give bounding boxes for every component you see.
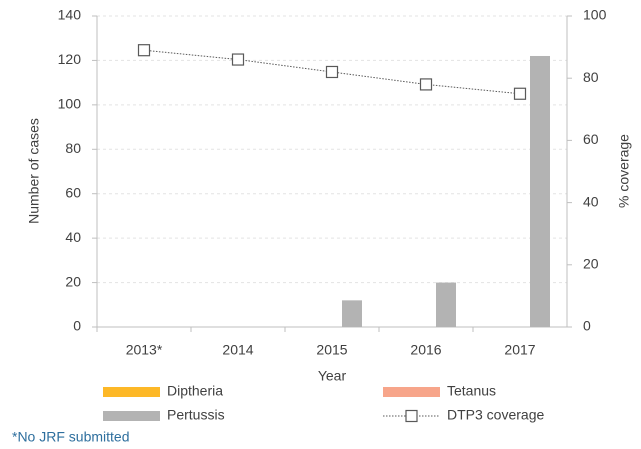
y-tick-label: 20 [65, 273, 81, 289]
bar [436, 282, 456, 327]
y-tick-label: 40 [65, 229, 81, 245]
y2-tick-label: 100 [583, 7, 607, 23]
legend-swatch [103, 387, 160, 397]
y-tick-label: 60 [65, 184, 81, 200]
y-tick-label: 0 [73, 318, 81, 334]
legend-swatch [103, 411, 160, 421]
x-tick-label: 2015 [316, 342, 347, 358]
legend-swatch [383, 387, 440, 397]
y-tick-label: 120 [58, 51, 82, 67]
marker [513, 87, 527, 100]
y-tick-label: 140 [58, 7, 82, 23]
x-tick-label: 2014 [222, 342, 253, 358]
legend-label: Diptheria [167, 383, 223, 399]
x-tick-label: 2017 [504, 342, 535, 358]
y2-tick-label: 80 [583, 69, 599, 85]
y2-tick-label: 40 [583, 193, 599, 209]
legend-label: Tetanus [447, 383, 496, 399]
legend-marker [405, 409, 418, 423]
y2-axis-label: % coverage [616, 134, 632, 208]
x-axis-label: Year [318, 368, 347, 384]
y2-tick-label: 60 [583, 131, 599, 147]
bar [530, 55, 550, 327]
marker [137, 44, 151, 57]
y2-tick-label: 0 [583, 318, 591, 334]
y-tick-label: 100 [58, 96, 82, 112]
marker [325, 65, 339, 79]
x-tick-label: 2013* [126, 342, 163, 358]
marker [231, 53, 245, 66]
x-tick-label: 2016 [410, 342, 441, 358]
footnote: *No JRF submitted [12, 429, 129, 445]
y-axis-label: Number of cases [26, 118, 42, 224]
marker [419, 78, 433, 91]
y-tick-label: 80 [65, 140, 81, 156]
bar [342, 300, 362, 327]
y2-tick-label: 20 [583, 256, 599, 272]
legend-label: Pertussis [167, 407, 225, 423]
legend-label: DTP3 coverage [447, 407, 544, 423]
